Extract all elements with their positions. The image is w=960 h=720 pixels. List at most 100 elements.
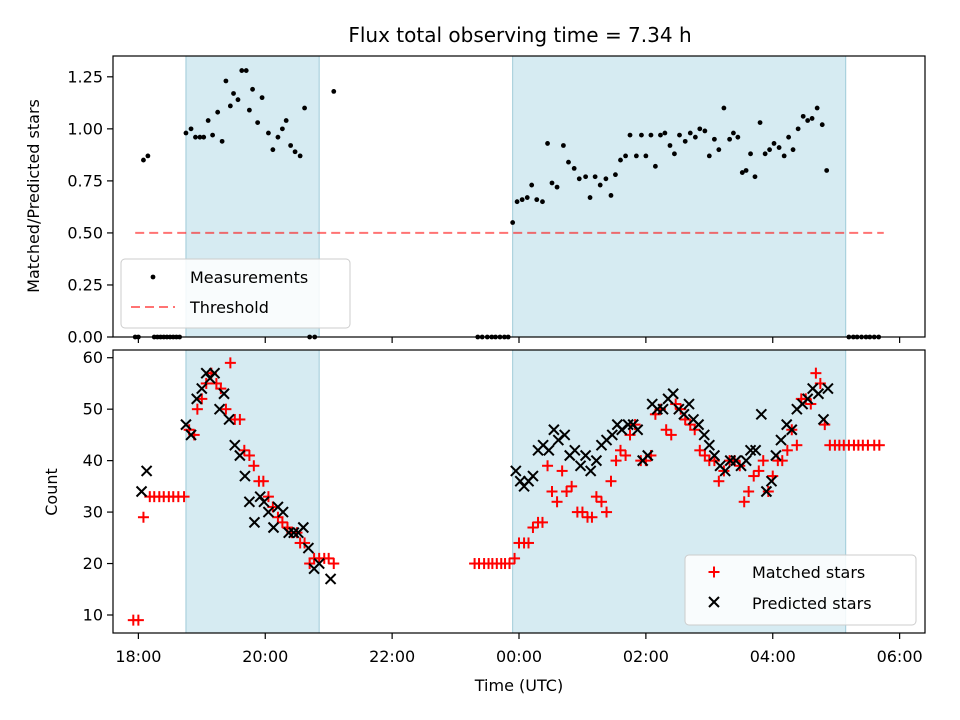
predicted-star-stroke-b	[584, 465, 597, 477]
measurement-point	[145, 153, 151, 159]
predicted-star-stroke-b	[208, 367, 221, 379]
bottom-x-tick-label: 02:00	[623, 647, 669, 666]
x-axis-label: Time (UTC)	[474, 676, 563, 695]
measurement-point	[739, 170, 745, 175]
predicted-star-stroke-b	[730, 454, 742, 467]
measurement-point	[716, 147, 722, 153]
measurement-point	[534, 197, 540, 203]
matched-star-point	[220, 403, 232, 415]
bottom-x-tick-label: 20:00	[242, 647, 288, 666]
measurement-point	[302, 105, 307, 111]
measurement-point	[215, 109, 221, 115]
predicted-star-stroke-b	[243, 496, 256, 508]
measurement-point	[658, 132, 663, 138]
measurement-point	[583, 174, 589, 180]
top-panel: 0.00 0.25 0.50 0.75 1.00 1.25 Matched/Predict…	[24, 55, 926, 347]
predicted-star-stroke-b	[229, 439, 241, 451]
matched-star-point	[615, 444, 626, 456]
matched-star-point	[713, 475, 725, 487]
matched-star-point	[536, 516, 548, 528]
predicted-star-point	[584, 465, 597, 477]
predicted-star-point	[313, 557, 325, 570]
predicted-star-stroke-b	[135, 485, 148, 498]
chart-title: Flux total observing time = 7.34 h	[348, 23, 691, 47]
predicted-star-stroke-b	[283, 526, 295, 539]
predicted-star-point	[765, 475, 778, 487]
measurement-point	[571, 166, 577, 171]
measurement-point	[735, 134, 741, 140]
predicted-star-stroke-b	[687, 413, 700, 426]
bottom-panel: 10 20 30 40 50 60 18:00 20:00 22:00 00:00 02:00 04…	[42, 348, 926, 695]
predicted-star-point	[786, 424, 798, 436]
predicted-star-point	[812, 388, 825, 400]
measurement-point	[193, 134, 198, 140]
measurement-point	[576, 176, 582, 182]
predicted-star-stroke-b	[667, 388, 679, 400]
measurement-point	[141, 157, 146, 163]
measurement-point	[762, 151, 768, 157]
matched-star-point	[590, 491, 602, 503]
predicted-star-point	[208, 367, 221, 379]
measurement-point	[795, 126, 801, 132]
bottom-x-tick-label: 06:00	[877, 647, 923, 666]
predicted-star-stroke-b	[770, 449, 782, 462]
top-y-axis-label: Matched/Predicted stars	[24, 99, 43, 293]
predicted-star-stroke-b	[262, 506, 275, 518]
measurement-point	[800, 113, 806, 119]
predicted-star-stroke-b	[196, 382, 208, 395]
bottom-x-tick-label: 22:00	[369, 647, 415, 666]
measurement-point	[603, 176, 609, 182]
measurement-point	[592, 174, 598, 180]
top-y-ticks: 0.00 0.25 0.50 0.75 1.00 1.25	[67, 67, 113, 347]
measurement-point	[566, 159, 571, 165]
top-y-tick-label: 1.00	[67, 119, 103, 138]
predicted-star-point	[213, 403, 226, 415]
predicted-star-point	[234, 449, 246, 462]
matched-star-point	[576, 506, 588, 518]
legend-measurements-label: Measurements	[190, 268, 308, 287]
predicted-star-point	[703, 439, 716, 451]
measurement-point	[243, 68, 249, 73]
measurement-point	[790, 147, 796, 153]
predicted-star-point	[719, 465, 731, 477]
measurement-point	[205, 118, 211, 123]
measurement-point	[239, 68, 245, 73]
predicted-star-point	[180, 418, 192, 431]
matched-star-point	[610, 455, 622, 467]
predicted-star-point	[218, 388, 230, 400]
predicted-star-point	[510, 465, 522, 477]
predicted-star-point	[698, 429, 710, 441]
predicted-star-point	[267, 521, 280, 534]
bottom-y-tick-label: 10	[83, 605, 103, 624]
measurement-point	[219, 138, 225, 144]
measurement-point	[752, 174, 758, 180]
measurement-point	[721, 105, 727, 111]
matched-star-point	[566, 480, 578, 492]
matched-star-point	[132, 614, 144, 626]
top-y-tick-label: 0.50	[67, 223, 103, 242]
bottom-x-ticks: 18:00 20:00 22:00 00:00 02:00 04:00 06:00	[115, 633, 923, 666]
predicted-star-point	[135, 485, 148, 498]
matched-star-point	[248, 460, 260, 472]
predicted-star-stroke-b	[708, 449, 721, 462]
predicted-star-stroke-b	[749, 444, 762, 457]
measurement-point	[627, 132, 633, 138]
predicted-star-point	[243, 496, 256, 508]
predicted-star-stroke-b	[657, 403, 669, 415]
measurement-point	[608, 193, 614, 198]
predicted-star-stroke-b	[537, 439, 549, 451]
shaded-interval-top-1	[512, 55, 847, 338]
measurement-point	[667, 143, 673, 148]
predicted-star-point	[740, 454, 752, 467]
matched-star-point	[503, 558, 515, 570]
predicted-star-point	[283, 526, 295, 539]
measurement-point	[210, 132, 215, 138]
matched-star-point	[800, 393, 812, 405]
predicted-star-point	[667, 388, 679, 400]
predicted-star-stroke-b	[714, 460, 726, 472]
matched-star-point	[561, 486, 573, 497]
predicted-star-point	[569, 444, 581, 457]
matched-star-point	[556, 465, 568, 477]
measurement-point	[227, 103, 233, 109]
predicted-star-stroke-b	[744, 444, 757, 457]
